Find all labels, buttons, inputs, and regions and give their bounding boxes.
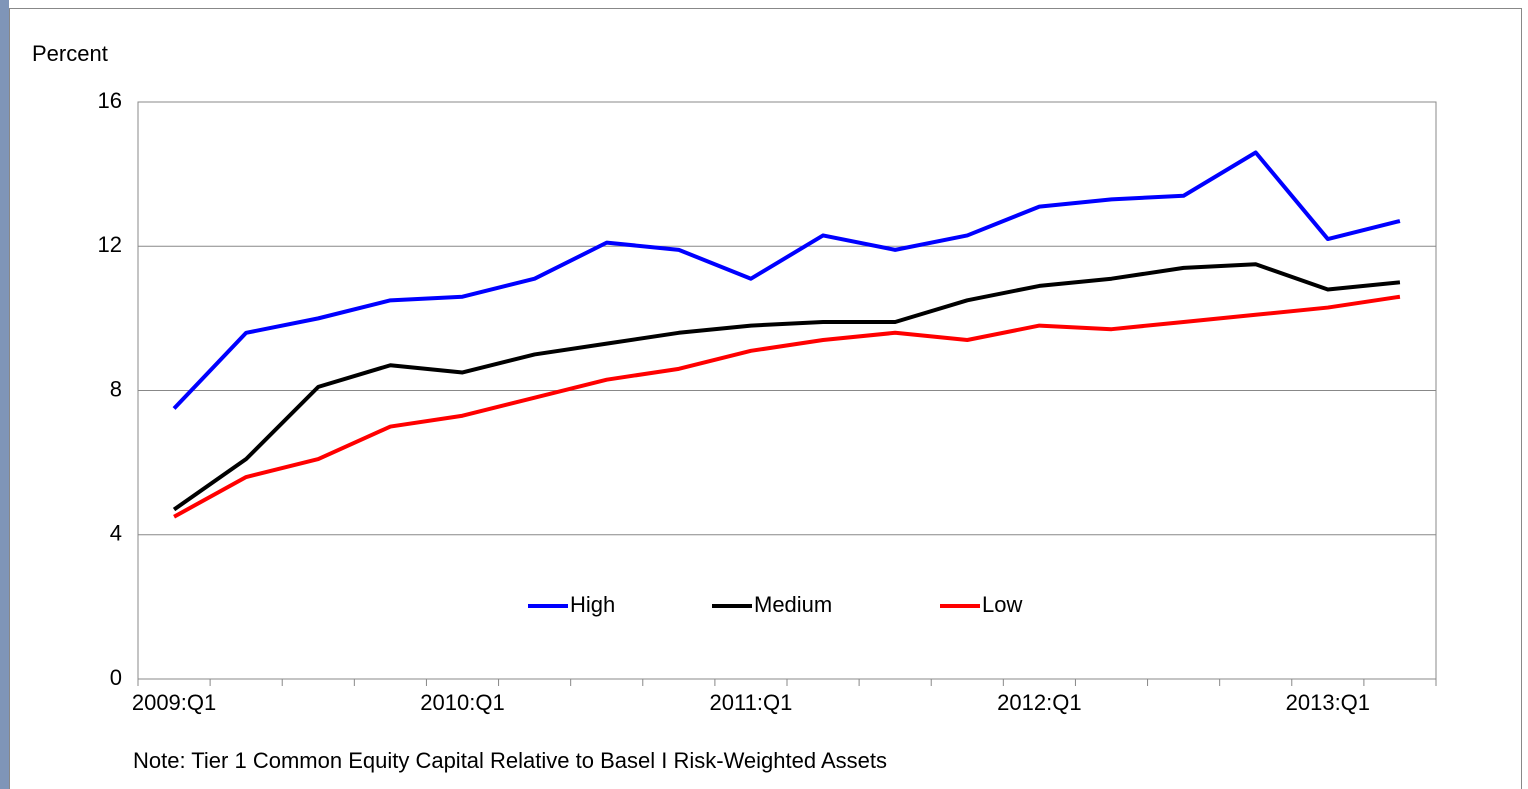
series-line <box>172 262 1401 512</box>
y-tick-label: 4 <box>110 521 122 546</box>
x-tick-label: 2010:Q1 <box>420 690 504 715</box>
legend-label: High <box>570 592 615 617</box>
side-strip <box>0 0 9 789</box>
legend-label: Low <box>982 592 1022 617</box>
x-tick-label: 2013:Q1 <box>1286 690 1370 715</box>
y-tick-label: 0 <box>110 665 122 690</box>
y-tick-label: 16 <box>98 88 122 113</box>
y-tick-label: 8 <box>110 376 122 401</box>
series-line <box>172 150 1401 410</box>
note: Note: Tier 1 Common Equity Capital Relat… <box>133 748 887 773</box>
y-tick-label: 12 <box>98 232 122 257</box>
frame <box>9 8 1522 789</box>
series-line <box>173 294 1401 519</box>
y-axis-label: Percent <box>32 41 108 66</box>
legend-label: Medium <box>754 592 832 617</box>
x-tick-label: 2011:Q1 <box>710 690 793 715</box>
x-tick-label: 2009:Q1 <box>132 690 216 715</box>
x-tick-label: 2012:Q1 <box>997 690 1081 715</box>
